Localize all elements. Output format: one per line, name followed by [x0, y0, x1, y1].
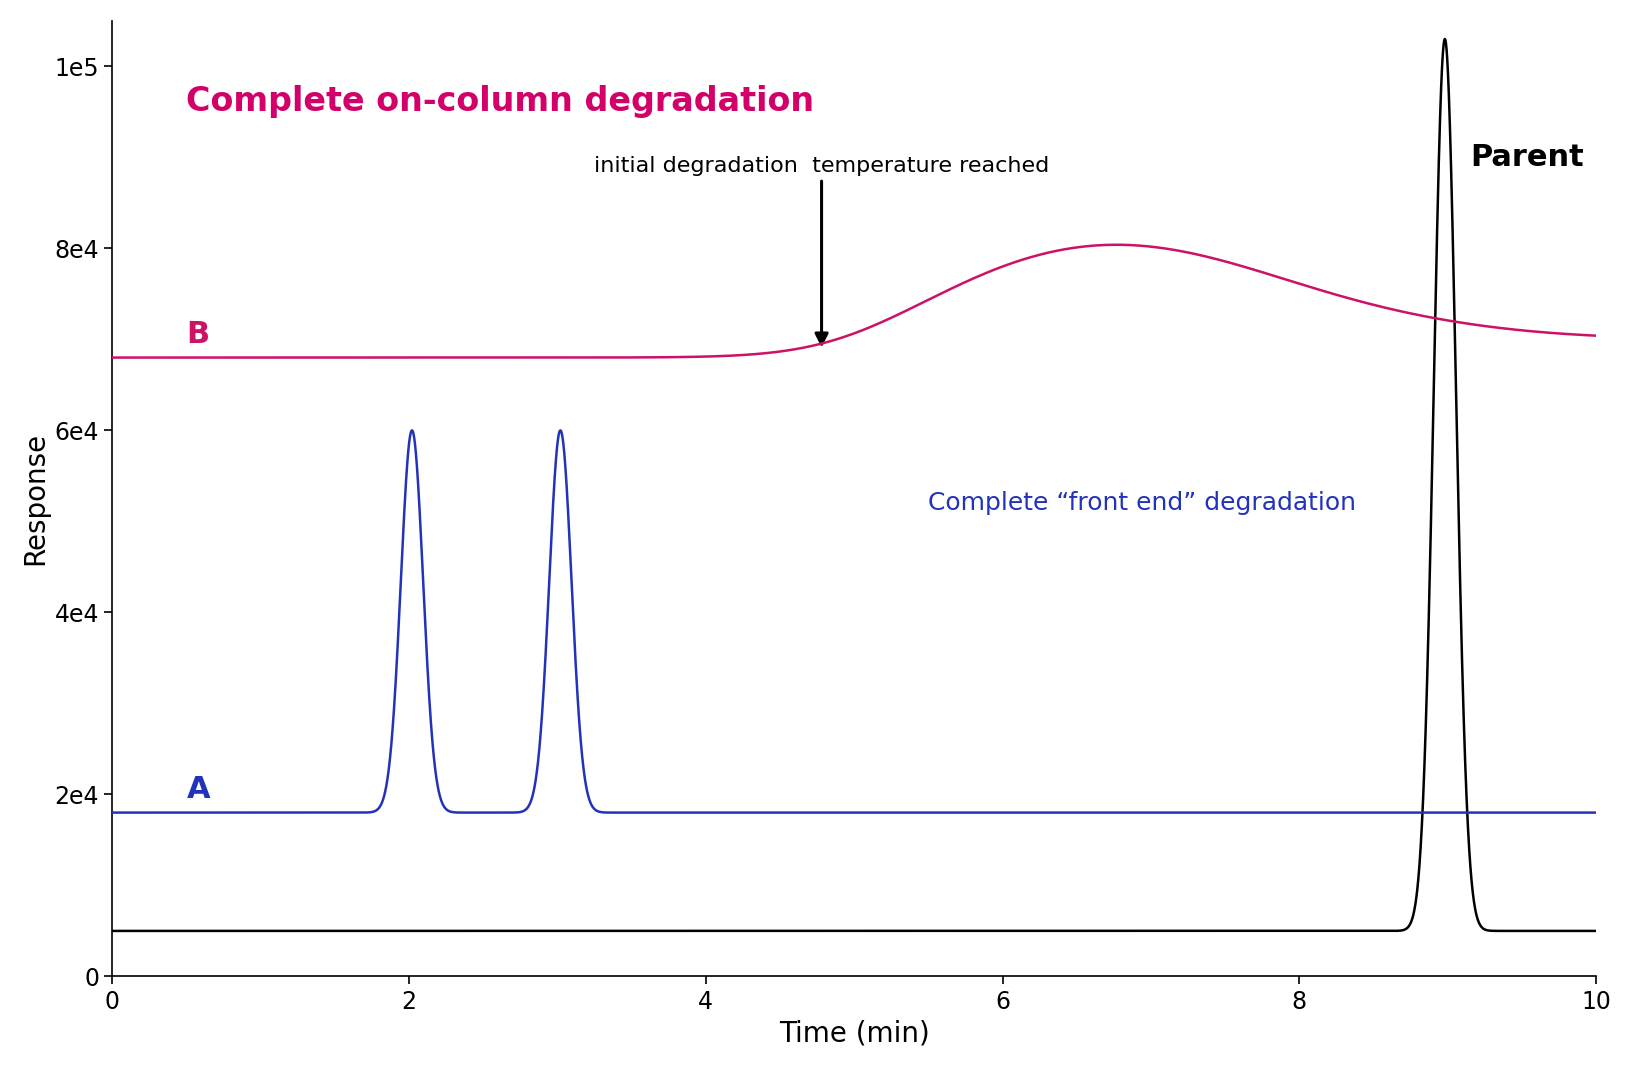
Text: Complete on-column degradation: Complete on-column degradation — [186, 84, 814, 117]
Y-axis label: Response: Response — [21, 433, 49, 565]
Text: A: A — [186, 775, 211, 804]
Text: Parent: Parent — [1470, 143, 1583, 172]
Text: Complete “front end” degradation: Complete “front end” degradation — [929, 491, 1356, 515]
Text: initial degradation  temperature reached: initial degradation temperature reached — [594, 156, 1049, 344]
Text: B: B — [186, 320, 209, 349]
X-axis label: Time (min): Time (min) — [778, 1019, 930, 1047]
